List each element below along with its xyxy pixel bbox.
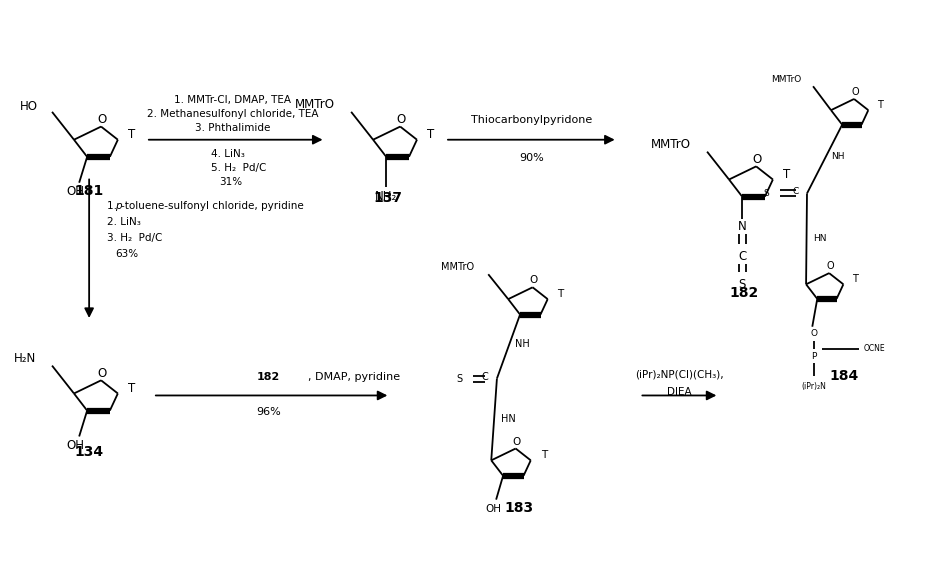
Text: 182: 182 — [730, 286, 759, 300]
Text: O: O — [752, 153, 762, 166]
Text: , DMAP, pyridine: , DMAP, pyridine — [309, 372, 401, 381]
Text: P: P — [811, 352, 817, 361]
Text: -toluene-sulfonyl chloride, pyridine: -toluene-sulfonyl chloride, pyridine — [121, 202, 304, 211]
Text: 2. Methanesulfonyl chloride, TEA: 2. Methanesulfonyl chloride, TEA — [147, 109, 319, 119]
Text: T: T — [540, 451, 547, 460]
Text: T: T — [557, 289, 564, 299]
Text: O: O — [529, 275, 537, 286]
Text: NH: NH — [832, 151, 845, 160]
Text: 1. MMTr-Cl, DMAP, TEA: 1. MMTr-Cl, DMAP, TEA — [174, 95, 291, 105]
Text: 3. H₂  Pd/C: 3. H₂ Pd/C — [107, 233, 162, 243]
Text: 184: 184 — [829, 368, 858, 383]
Text: MMTrO: MMTrO — [295, 98, 335, 111]
Text: 90%: 90% — [520, 152, 544, 163]
Text: O: O — [810, 329, 818, 338]
Text: S: S — [738, 278, 746, 291]
Text: HO: HO — [20, 100, 38, 114]
Text: NH: NH — [516, 339, 530, 348]
Text: (iPr)₂N: (iPr)₂N — [802, 382, 826, 391]
Text: HN: HN — [501, 415, 516, 424]
Text: 1.: 1. — [107, 202, 120, 211]
Text: T: T — [129, 128, 135, 141]
Text: T: T — [129, 382, 135, 395]
Text: N: N — [738, 220, 747, 233]
Text: O: O — [826, 261, 834, 271]
Text: HN: HN — [813, 234, 827, 243]
Text: 96%: 96% — [256, 407, 281, 417]
Text: Thiocarbonylpyridone: Thiocarbonylpyridone — [471, 115, 593, 125]
Text: OCNE: OCNE — [863, 344, 885, 353]
Text: NH₂: NH₂ — [375, 190, 398, 203]
Text: C: C — [738, 250, 747, 263]
Text: 183: 183 — [505, 501, 534, 515]
Text: 134: 134 — [74, 445, 104, 459]
Text: H₂N: H₂N — [14, 352, 36, 365]
Text: OH: OH — [67, 439, 84, 452]
Text: OH: OH — [67, 185, 84, 198]
Text: T: T — [783, 168, 791, 181]
Text: T: T — [853, 274, 858, 284]
Text: OH: OH — [485, 504, 501, 513]
Text: T: T — [428, 128, 434, 141]
Text: S: S — [764, 189, 769, 198]
Text: O: O — [98, 367, 107, 380]
Text: 2. LiN₃: 2. LiN₃ — [107, 218, 141, 227]
Text: MMTrO: MMTrO — [651, 138, 691, 151]
Text: O: O — [397, 113, 406, 126]
Text: DIEA: DIEA — [667, 388, 691, 397]
Text: 31%: 31% — [219, 176, 242, 187]
Text: 63%: 63% — [115, 249, 138, 259]
Text: 182: 182 — [257, 372, 280, 381]
Text: O: O — [852, 87, 859, 97]
Text: 4. LiN₃: 4. LiN₃ — [211, 148, 245, 159]
Text: 137: 137 — [373, 191, 402, 206]
Text: MMTrO: MMTrO — [441, 262, 475, 272]
Text: O: O — [512, 437, 521, 447]
Text: 3. Phthalimide: 3. Phthalimide — [195, 123, 270, 133]
Text: MMTrO: MMTrO — [771, 75, 801, 84]
Text: T: T — [877, 100, 884, 110]
Text: (iPr)₂NP(Cl)(CH₃),: (iPr)₂NP(Cl)(CH₃), — [635, 369, 724, 380]
Text: p: p — [115, 202, 122, 211]
Text: S: S — [456, 373, 462, 384]
Text: 5. H₂  Pd/C: 5. H₂ Pd/C — [211, 163, 266, 172]
Text: C: C — [481, 372, 488, 381]
Text: O: O — [98, 113, 107, 126]
Text: C: C — [793, 187, 799, 196]
Text: 181: 181 — [74, 184, 104, 199]
